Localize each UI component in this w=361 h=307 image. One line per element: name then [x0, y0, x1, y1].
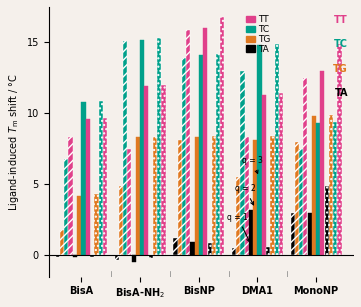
Bar: [266, 247, 270, 255]
Text: TG: TG: [333, 64, 348, 74]
Bar: [240, 71, 244, 255]
Bar: [253, 140, 257, 255]
Bar: [140, 40, 144, 255]
Bar: [199, 55, 203, 255]
Bar: [157, 38, 161, 255]
Bar: [333, 122, 338, 255]
Bar: [279, 94, 283, 255]
Bar: [86, 119, 90, 255]
Text: q = 3: q = 3: [243, 156, 263, 173]
Bar: [90, 255, 94, 257]
Bar: [60, 230, 64, 255]
Bar: [178, 140, 182, 255]
Bar: [299, 149, 303, 255]
Bar: [149, 255, 153, 258]
Bar: [249, 210, 253, 255]
Bar: [303, 78, 307, 255]
Bar: [312, 116, 316, 255]
Bar: [103, 118, 107, 255]
Bar: [144, 86, 148, 255]
Bar: [295, 142, 299, 255]
Bar: [115, 255, 119, 259]
Bar: [77, 196, 82, 255]
Bar: [325, 186, 329, 255]
Bar: [257, 45, 262, 255]
Text: TA: TA: [334, 88, 348, 98]
Bar: [186, 30, 190, 255]
Y-axis label: Ligand-induced $T_{\mathrm{m}}$ shift / °C: Ligand-induced $T_{\mathrm{m}}$ shift / …: [7, 73, 21, 211]
Bar: [320, 71, 325, 255]
Bar: [195, 138, 199, 255]
Bar: [208, 243, 212, 255]
Bar: [203, 28, 207, 255]
Bar: [232, 248, 236, 255]
Bar: [64, 159, 69, 255]
Bar: [73, 255, 77, 257]
Bar: [123, 41, 127, 255]
Bar: [316, 123, 320, 255]
Legend: TT, TC, TG, TA: TT, TC, TG, TA: [243, 11, 274, 57]
Bar: [308, 213, 312, 255]
Bar: [161, 85, 165, 255]
Bar: [270, 136, 275, 255]
Bar: [329, 115, 333, 255]
Bar: [212, 136, 216, 255]
Bar: [236, 177, 240, 255]
Bar: [56, 255, 60, 257]
Bar: [220, 17, 224, 255]
Text: TT: TT: [334, 15, 348, 25]
Bar: [244, 138, 249, 255]
Bar: [338, 44, 342, 255]
Bar: [262, 95, 266, 255]
Bar: [119, 186, 123, 255]
Bar: [94, 194, 99, 255]
Text: q = 1: q = 1: [227, 213, 249, 242]
Bar: [82, 102, 86, 255]
Text: TC: TC: [334, 39, 348, 49]
Bar: [216, 54, 220, 255]
Bar: [127, 149, 131, 255]
Bar: [275, 44, 279, 255]
Bar: [153, 138, 157, 255]
Bar: [182, 58, 186, 255]
Bar: [136, 138, 140, 255]
Bar: [132, 255, 136, 262]
Bar: [291, 213, 295, 255]
Text: q = 2: q = 2: [235, 185, 256, 205]
Bar: [99, 101, 103, 255]
Bar: [191, 243, 195, 255]
Bar: [69, 138, 73, 255]
Bar: [173, 238, 178, 255]
